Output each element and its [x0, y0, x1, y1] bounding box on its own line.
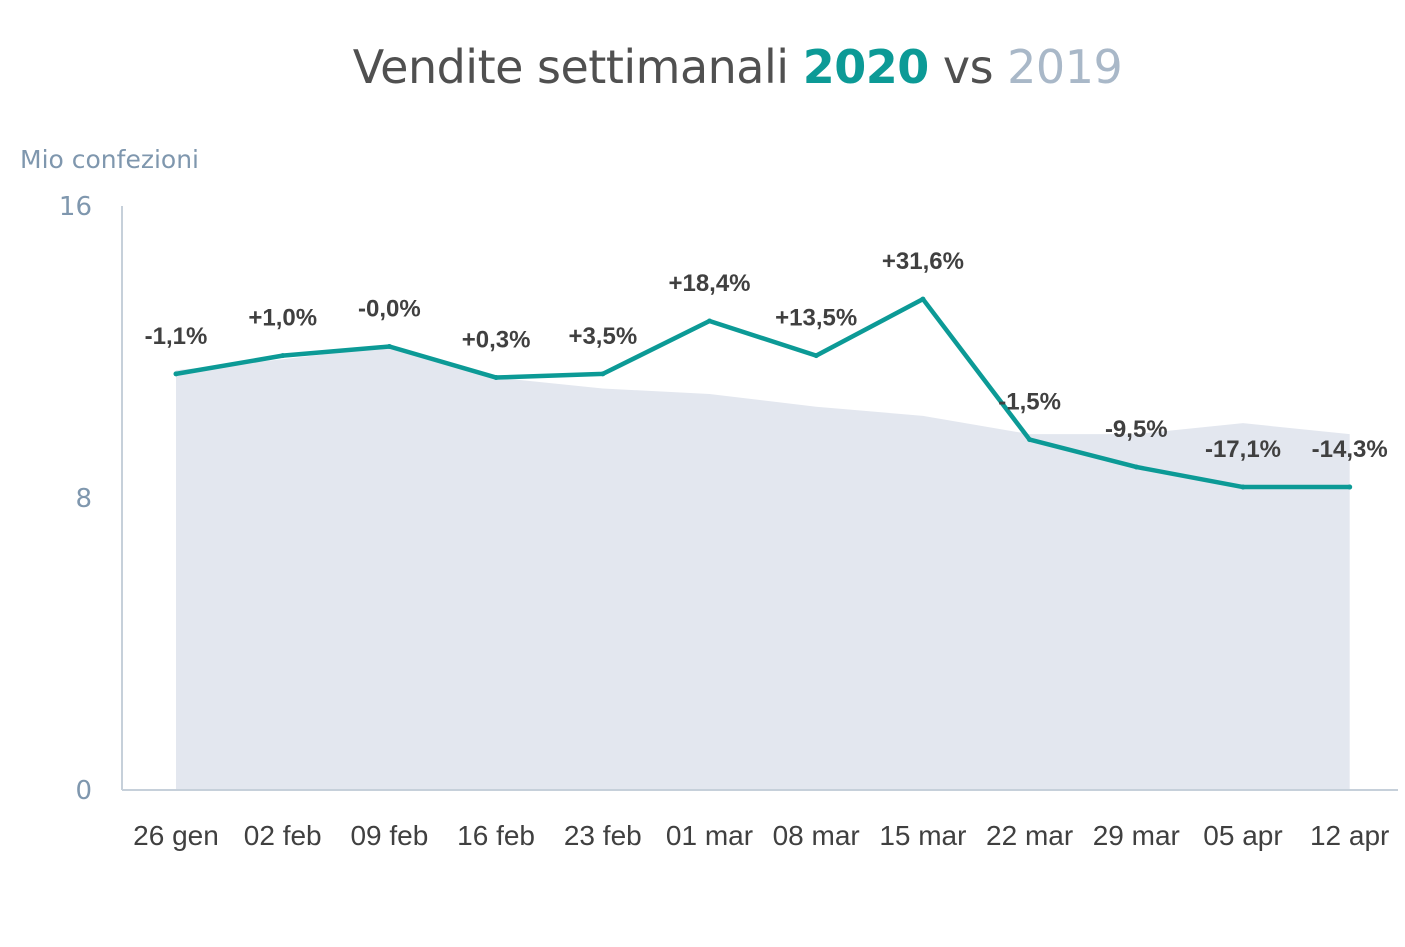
- chart-title: Vendite settimanali 2020 vs 2019: [0, 40, 1405, 94]
- x-tick-label: 12 apr: [1310, 820, 1389, 851]
- series-2020-point: [920, 296, 926, 302]
- data-label: -1,5%: [998, 389, 1061, 416]
- y-axis-unit-label: Mio confezioni: [20, 145, 199, 174]
- data-label: +3,5%: [568, 323, 637, 350]
- series-2020-line: [173, 296, 1352, 490]
- title-year-2019: 2019: [1007, 40, 1123, 94]
- data-label: +13,5%: [775, 305, 857, 332]
- series-2020-point: [600, 371, 606, 377]
- x-tick-label: 22 mar: [986, 820, 1073, 851]
- data-label: +1,0%: [248, 305, 317, 332]
- data-label: +18,4%: [668, 270, 750, 297]
- data-label: -0,0%: [358, 296, 421, 323]
- data-label: -9,5%: [1105, 416, 1168, 443]
- title-prefix: Vendite settimanali: [352, 40, 803, 94]
- title-year-2020: 2020: [802, 40, 930, 94]
- y-tick-label: 16: [59, 192, 92, 222]
- title-vs: vs: [928, 40, 1008, 94]
- series-2020-point: [813, 353, 819, 359]
- data-label: +0,3%: [462, 327, 531, 354]
- series-2020-point: [1347, 484, 1353, 490]
- series-2020-point: [280, 353, 286, 359]
- x-tick-label: 09 feb: [350, 820, 428, 851]
- series-2019-area: [176, 346, 1350, 790]
- series-2020-point: [386, 344, 392, 350]
- y-tick-label: 0: [75, 776, 92, 806]
- data-label: -14,3%: [1312, 436, 1388, 463]
- x-tick-label: 26 gen: [133, 820, 219, 851]
- series-2020-point: [173, 371, 179, 377]
- x-tick-label: 02 feb: [244, 820, 322, 851]
- series-2020-point: [493, 375, 499, 381]
- x-tick-label: 16 feb: [457, 820, 535, 851]
- series-2020-point: [1133, 464, 1139, 470]
- x-tick-label: 05 apr: [1203, 820, 1282, 851]
- series-2020-point: [707, 318, 712, 324]
- series-2020-point: [1240, 484, 1246, 490]
- x-tick-label: 08 mar: [773, 820, 860, 851]
- x-tick-label: 15 mar: [879, 820, 966, 851]
- x-tick-label: 23 feb: [564, 820, 642, 851]
- x-tick-label: 29 mar: [1093, 820, 1180, 851]
- y-tick-label: 8: [75, 484, 92, 514]
- data-label: +31,6%: [882, 248, 964, 275]
- data-label: -17,1%: [1205, 436, 1281, 463]
- series-2020-point: [1027, 437, 1033, 443]
- x-tick-label: 01 mar: [666, 820, 753, 851]
- data-label: -1,1%: [145, 323, 208, 350]
